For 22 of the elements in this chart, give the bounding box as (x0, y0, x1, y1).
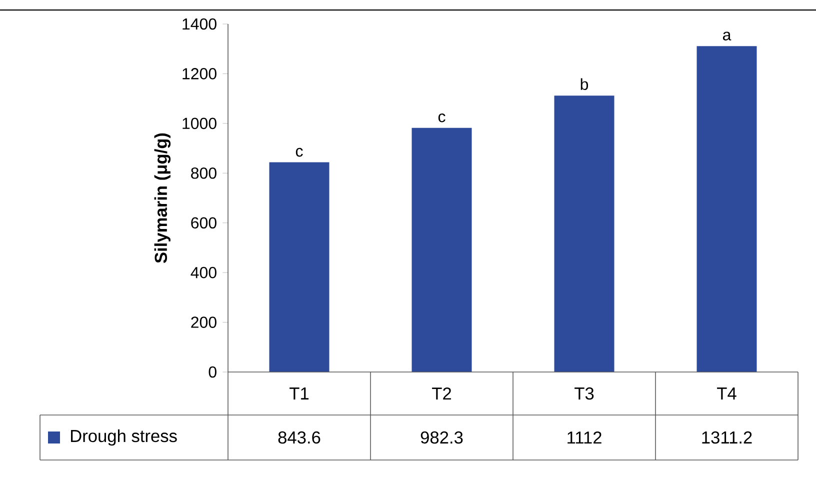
y-axis-title: Silymarin (μg/g) (154, 133, 171, 263)
annotation: a (722, 32, 732, 40)
y-tick-label: 1400 (182, 18, 216, 30)
y-tick-label: 400 (190, 266, 216, 278)
x-tick-label: T1 (290, 388, 309, 400)
annotation: c (438, 113, 446, 122)
data-label: 1112 (568, 431, 602, 444)
x-tick-label: T2 (432, 387, 451, 400)
annotation: c (296, 148, 303, 157)
y-tick-label: 1000 (182, 118, 216, 130)
y-tick-label: 600 (191, 217, 216, 229)
y-tick-label: 0 (208, 366, 216, 378)
y-tick-label: 200 (191, 316, 216, 328)
x-tick-label: T3 (574, 387, 594, 400)
x-tick-label: T4 (717, 388, 736, 400)
legend-label: Drough stress (71, 429, 177, 446)
data-label: 1311.2 (702, 431, 752, 444)
data-label: 843.6 (278, 431, 320, 444)
annotation: b (580, 78, 588, 90)
y-tick-label: 1200 (182, 68, 216, 80)
y-tick-label: 800 (191, 167, 216, 179)
data-label: 982.3 (420, 431, 463, 444)
